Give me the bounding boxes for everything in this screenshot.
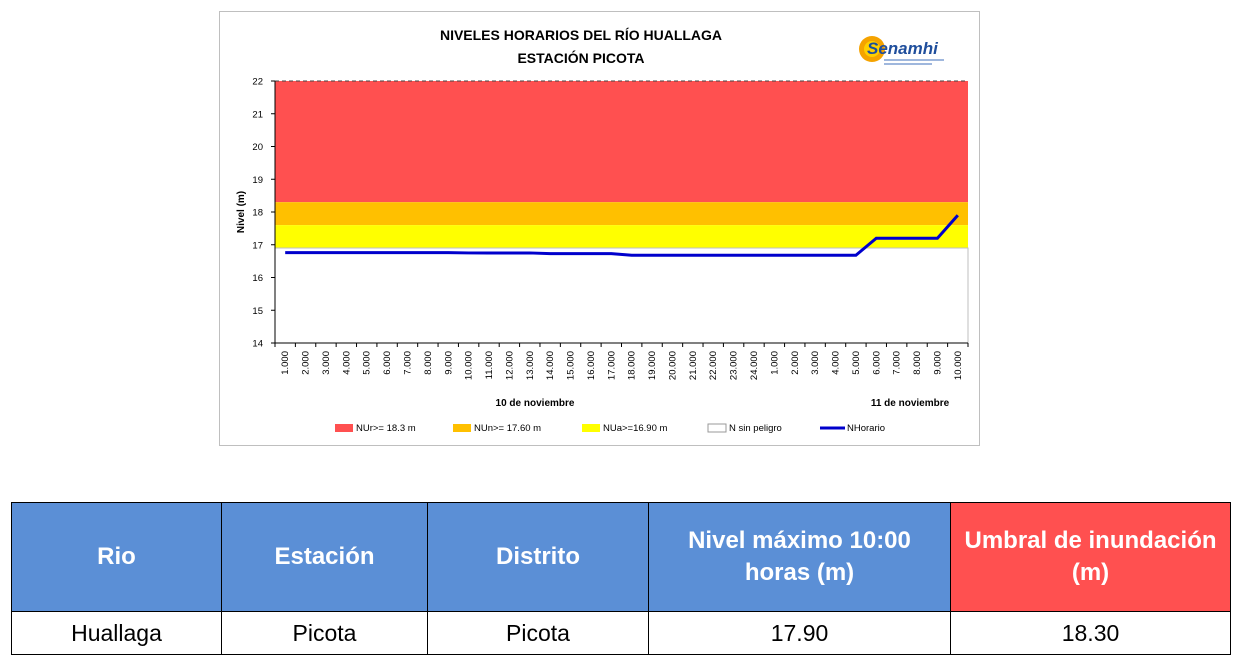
table-header-row: Rio Estación Distrito Nivel máximo 10:00…	[11, 502, 1231, 612]
x-tick-label: 7.000	[892, 351, 903, 375]
x-tick-label: 12.000	[504, 351, 515, 380]
series-line	[285, 214, 959, 257]
x-tick-label: 10.000	[464, 351, 475, 380]
axes: 14 15 16 17 18 19 20 21 22 1.000 2.000 3.000 4.000 5.…	[252, 77, 969, 380]
header-rio: Rio	[11, 502, 222, 612]
header-umbral: Umbral de inundación (m)	[950, 502, 1231, 612]
x-tick-label: 18.000	[627, 351, 638, 380]
x-tick-label: 2.000	[301, 351, 312, 375]
x-tick-label: 24.000	[749, 351, 760, 380]
x-tick-label: 2.000	[790, 351, 801, 375]
x-tick-label: 3.000	[810, 351, 821, 375]
river-level-chart: NIVELES HORARIOS DEL RÍO HUALLAGA ESTACI…	[236, 27, 969, 434]
x-tick-label: 5.000	[362, 351, 373, 375]
x-tick-label: 19.000	[647, 351, 658, 380]
legend-label: NUn>= 17.60 m	[474, 423, 541, 434]
chart-title: NIVELES HORARIOS DEL RÍO HUALLAGA	[440, 27, 722, 43]
x-tick-label: 10.000	[953, 351, 964, 380]
legend-label: NUr>= 18.3 m	[356, 423, 416, 434]
x-tick-label: 23.000	[729, 351, 740, 380]
threshold-band	[275, 202, 968, 226]
x-tick-label: 20.000	[667, 351, 678, 380]
y-tick-label: 15	[252, 306, 263, 317]
x-tick-label: 13.000	[525, 351, 536, 380]
x-tick-label: 1.000	[280, 351, 291, 375]
legend-label: NHorario	[847, 423, 885, 434]
legend-swatch	[707, 423, 727, 433]
chart-container: NIVELES HORARIOS DEL RÍO HUALLAGA ESTACI…	[219, 11, 980, 446]
x-tick-label: 7.000	[402, 351, 413, 375]
x-tick-label: 5.000	[851, 351, 862, 375]
x-tick-label: 11.000	[484, 351, 495, 379]
legend-swatch	[335, 424, 353, 432]
header-estacion: Estación	[221, 502, 428, 612]
y-tick-label: 18	[252, 208, 263, 219]
table-row: Huallaga Picota Picota 17.90 18.30	[11, 611, 1231, 655]
x-tick-label: 6.000	[871, 351, 882, 375]
header-distrito: Distrito	[427, 502, 649, 612]
x-tick-label: 9.000	[443, 351, 454, 375]
chart-subtitle: ESTACIÓN PICOTA	[517, 49, 644, 66]
y-axis-label: Nivel (m)	[236, 191, 247, 233]
y-tick-label: 16	[252, 273, 263, 284]
legend-swatch	[582, 424, 600, 432]
legend-label: NUa>=16.90 m	[603, 423, 668, 434]
y-tick-label: 22	[252, 77, 263, 88]
x-tick-label: 8.000	[423, 351, 434, 375]
threshold-band	[275, 225, 968, 249]
cell-distrito: Picota	[427, 611, 649, 655]
logo-text: Senamhi	[867, 39, 939, 58]
y-tick-label: 17	[252, 240, 263, 251]
x-tick-label: 22.000	[708, 351, 719, 380]
x-tick-label: 21.000	[688, 351, 699, 380]
summary-table: Rio Estación Distrito Nivel máximo 10:00…	[11, 502, 1231, 655]
x-tick-label: 17.000	[606, 351, 617, 380]
x-tick-label: 9.000	[932, 351, 943, 375]
x-tick-label: 15.000	[566, 351, 577, 380]
senamhi-logo: Senamhi	[859, 36, 944, 65]
x-tick-label: 14.000	[545, 351, 556, 380]
x-tick-label: 3.000	[321, 351, 332, 375]
day-label: 11 de noviembre	[871, 398, 950, 409]
threshold-band	[274, 247, 969, 344]
cell-nivel-maximo: 17.90	[648, 611, 951, 655]
cell-rio: Huallaga	[11, 611, 222, 655]
x-tick-label: 1.000	[769, 351, 780, 375]
threshold-band	[275, 81, 968, 203]
legend-swatch	[453, 424, 471, 432]
y-tick-label: 21	[252, 109, 263, 120]
x-tick-label: 8.000	[912, 351, 923, 375]
y-tick-label: 20	[252, 142, 263, 153]
legend-label: N sin peligro	[729, 423, 782, 434]
day-label: 10 de noviembre	[496, 398, 575, 409]
cell-umbral: 18.30	[950, 611, 1231, 655]
x-tick-label: 6.000	[382, 351, 393, 375]
y-tick-label: 19	[252, 175, 263, 186]
cell-estacion: Picota	[221, 611, 428, 655]
x-tick-label: 4.000	[341, 351, 352, 375]
x-tick-label: 4.000	[831, 351, 842, 375]
y-tick-label: 14	[252, 339, 263, 350]
x-tick-label: 16.000	[586, 351, 597, 380]
legend: NUr>= 18.3 m NUn>= 17.60 m NUa>=16.90 m N s…	[335, 423, 885, 434]
header-nivel-maximo: Nivel máximo 10:00 horas (m)	[648, 502, 951, 612]
plot-area	[274, 80, 969, 344]
